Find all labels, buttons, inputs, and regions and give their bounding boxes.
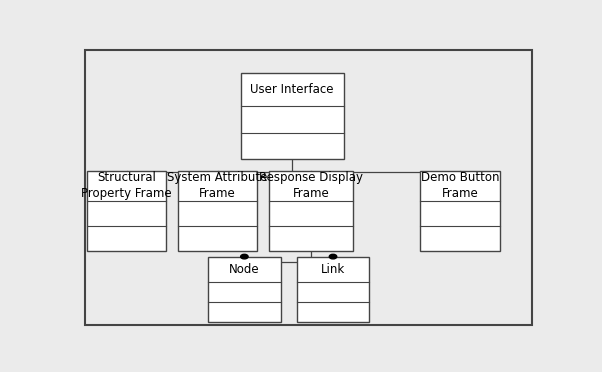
Bar (208, 257, 281, 323)
Bar (421, 171, 500, 251)
Bar (297, 257, 369, 323)
Circle shape (241, 254, 248, 259)
Text: System Attribute
Frame: System Attribute Frame (167, 171, 268, 201)
Text: Link: Link (321, 263, 345, 276)
Bar (241, 73, 344, 159)
Bar (269, 171, 353, 251)
Text: Demo Button
Frame: Demo Button Frame (421, 171, 500, 201)
Text: Response Display
Frame: Response Display Frame (259, 171, 363, 201)
Bar (178, 171, 257, 251)
Circle shape (329, 254, 337, 259)
Text: User Interface: User Interface (250, 83, 334, 96)
Text: Structural
Property Frame: Structural Property Frame (81, 171, 172, 201)
Bar (87, 171, 166, 251)
Text: Node: Node (229, 263, 259, 276)
